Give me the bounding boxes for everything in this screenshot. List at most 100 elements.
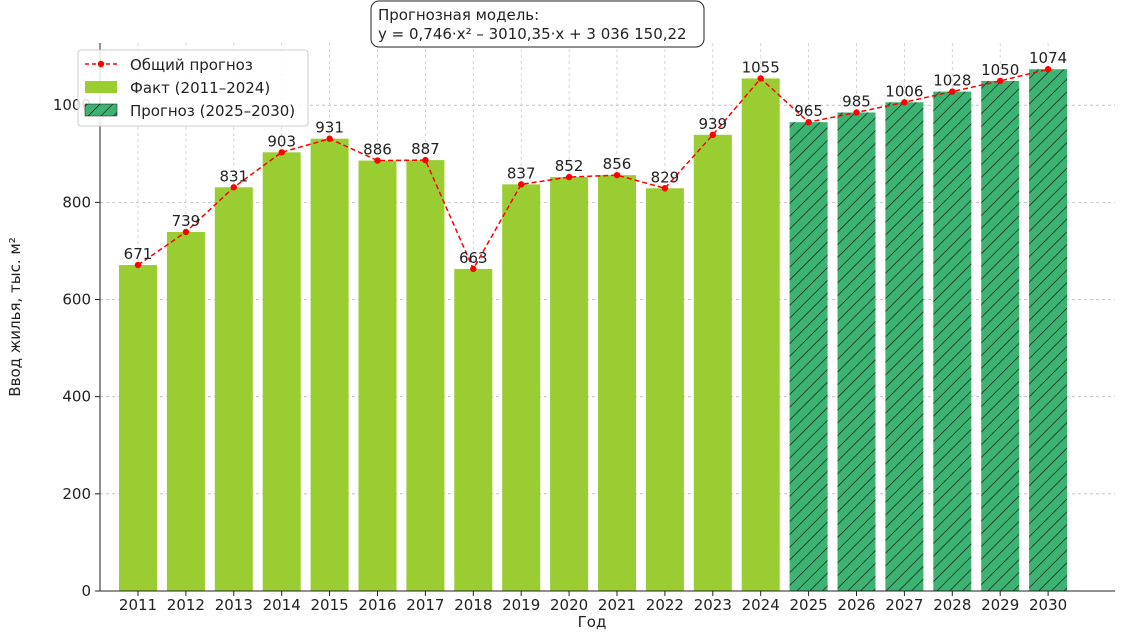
fact-bar — [645, 188, 684, 592]
x-tick-label: 2014 — [263, 596, 301, 614]
data-labels: 671 739 831 903 931 886 887 663 837 852 856 829 939 1… — [124, 49, 1068, 267]
data-label: 837 — [507, 164, 536, 182]
fact-bar — [502, 184, 541, 591]
x-tick-label: 2025 — [790, 596, 828, 614]
data-label: 1074 — [1029, 49, 1067, 67]
legend-label-fact: Факт (2011–2024) — [130, 79, 270, 97]
forecast-point — [278, 149, 285, 156]
x-tick-label: 2013 — [215, 596, 253, 614]
forecast-bar — [933, 91, 972, 592]
legend-line-marker-icon — [97, 60, 105, 68]
fact-bar — [119, 265, 157, 591]
fact-bar — [358, 160, 397, 591]
forecast-bar — [885, 102, 924, 591]
data-label: 965 — [794, 102, 823, 120]
model-annotation: Прогнозная модель: y = 0,746·x² – 3010,3… — [370, 0, 705, 48]
fact-bar — [406, 160, 445, 592]
data-label: 886 — [363, 141, 392, 159]
forecast-point — [1044, 66, 1052, 73]
fact-bar — [310, 138, 349, 591]
fact-bar — [550, 177, 589, 591]
fact-bar — [214, 187, 253, 591]
x-tick-label: 2028 — [933, 596, 971, 614]
x-tick-label: 2017 — [406, 596, 444, 614]
annotation-line1: Прогнозная модель: — [378, 6, 539, 24]
forecast-line — [134, 66, 1052, 273]
legend-swatch-fact — [85, 81, 117, 93]
fact-bar — [454, 268, 493, 591]
x-tick-label: 2020 — [550, 596, 588, 614]
forecast-point — [997, 77, 1004, 85]
forecast-bar — [837, 112, 876, 592]
x-tick-label: 2016 — [358, 596, 396, 614]
x-axis-label: Год — [578, 613, 607, 631]
annotation-line2: y = 0,746·x² – 3010,35·x + 3 036 150,22 — [378, 25, 687, 43]
forecast-point — [709, 131, 716, 139]
forecast-point — [565, 173, 573, 181]
x-tick-label: 2029 — [981, 596, 1019, 614]
forecast-point — [757, 75, 764, 82]
x-tick-label: 2027 — [885, 596, 923, 614]
x-tick-label: 2019 — [502, 596, 540, 614]
fact-bar — [598, 175, 636, 591]
forecast-point — [853, 109, 860, 116]
forecast-bar — [981, 80, 1020, 591]
legend-label-forecast: Прогноз (2025–2030) — [130, 102, 295, 120]
x-tick-label: 2024 — [742, 596, 780, 614]
legend-label-line: Общий прогноз — [130, 56, 253, 74]
data-label: 852 — [555, 157, 584, 175]
y-tick-label: 600 — [62, 291, 91, 309]
forecast-point — [134, 261, 142, 269]
x-tick-label: 2030 — [1029, 596, 1067, 614]
y-tick-label: 0 — [81, 582, 91, 600]
data-label: 1006 — [885, 82, 923, 100]
y-tick-label: 200 — [62, 485, 91, 503]
data-label: 939 — [698, 115, 727, 133]
data-label: 931 — [315, 119, 344, 137]
x-tick-label: 2015 — [311, 596, 349, 614]
forecast-point — [805, 118, 812, 126]
forecast-point — [613, 171, 621, 179]
data-label: 1028 — [933, 72, 971, 90]
forecast-point — [422, 156, 429, 164]
forecast-bar — [789, 122, 828, 592]
data-label: 887 — [411, 140, 440, 158]
forecast-point — [326, 135, 333, 142]
forecast-point — [182, 228, 190, 236]
y-tick-label: 800 — [62, 193, 91, 211]
legend-swatch-forecast — [84, 103, 118, 117]
bars — [119, 69, 1068, 592]
x-tick-label: 2026 — [837, 596, 875, 614]
fact-bar — [262, 152, 301, 591]
forecast-point — [374, 157, 381, 164]
data-label: 903 — [267, 132, 296, 150]
x-tick-label: 2018 — [454, 596, 492, 614]
data-label: 831 — [219, 167, 248, 185]
fact-bar — [741, 78, 780, 591]
forecast-point — [230, 184, 237, 191]
forecast-point — [901, 99, 908, 106]
data-label: 1055 — [742, 58, 780, 76]
fact-bar — [693, 134, 732, 591]
data-label: 1050 — [981, 61, 1019, 79]
x-tick-label: 2022 — [646, 596, 684, 614]
x-tick-label: 2011 — [119, 596, 157, 614]
forecast-point — [661, 185, 669, 192]
y-tick-label: 400 — [62, 388, 91, 406]
fact-bar — [166, 231, 205, 591]
data-label: 739 — [172, 212, 201, 230]
legend: Общий прогноз Факт (2011–2024) Прогноз (… — [77, 49, 309, 127]
x-tick-label: 2012 — [167, 596, 205, 614]
x-tick-label: 2023 — [694, 596, 732, 614]
y-axis-label: Ввод жилья, тыс. м² — [6, 237, 24, 396]
forecast-point — [949, 88, 956, 95]
forecast-polyline — [137, 68, 1049, 271]
forecast-point — [470, 265, 477, 273]
forecast-point — [518, 181, 525, 188]
x-tick-label: 2021 — [598, 596, 636, 614]
data-label: 671 — [124, 245, 153, 263]
forecast-bar — [1029, 69, 1068, 592]
data-label: 663 — [459, 249, 488, 267]
